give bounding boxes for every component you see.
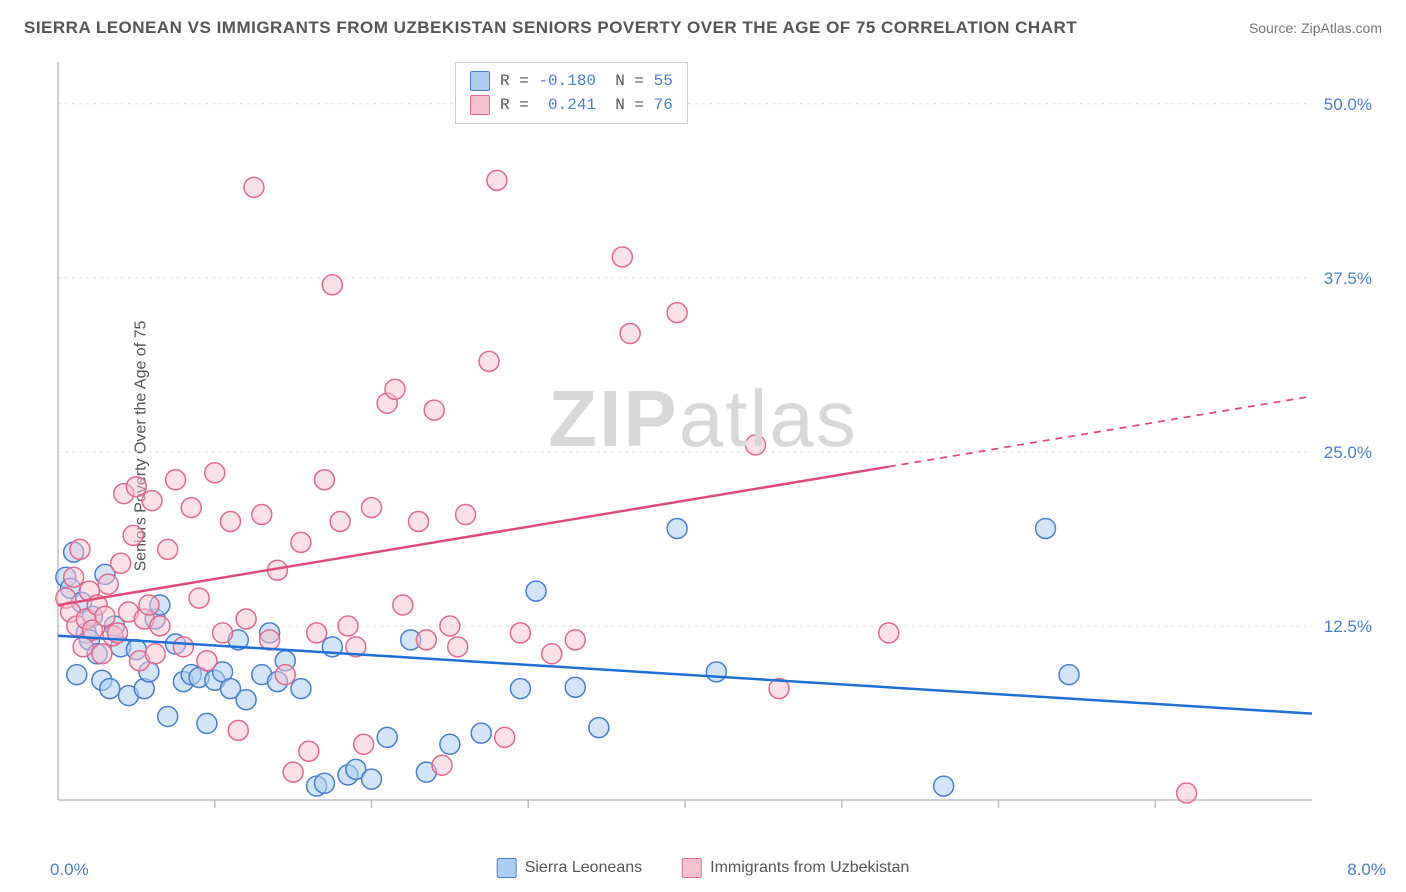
source-label: Source: ZipAtlas.com — [1249, 20, 1382, 36]
swatch-uzbek — [470, 95, 490, 115]
svg-text:12.5%: 12.5% — [1324, 617, 1372, 636]
x-max-label: 8.0% — [1347, 860, 1386, 880]
legend-swatch-sierra — [497, 858, 517, 878]
swatch-sierra — [470, 71, 490, 91]
x-origin-label: 0.0% — [50, 860, 89, 880]
correlation-row-uzbek: R = 0.241 N = 76 — [470, 93, 673, 117]
plot-area: 12.5% 25.0% 37.5% 50.0% — [52, 60, 1382, 830]
svg-text:37.5%: 37.5% — [1324, 269, 1372, 288]
series-legend: Sierra Leoneans Immigrants from Uzbekist… — [497, 858, 910, 878]
n-value-sierra: 55 — [654, 72, 673, 90]
svg-text:25.0%: 25.0% — [1324, 443, 1372, 462]
legend-swatch-uzbek — [682, 858, 702, 878]
r-value-uzbek: 0.241 — [548, 96, 596, 114]
legend-label-sierra: Sierra Leoneans — [525, 859, 642, 877]
svg-text:50.0%: 50.0% — [1324, 95, 1372, 114]
correlation-legend: R = -0.180 N = 55 R = 0.241 N = 76 — [455, 62, 688, 124]
legend-label-uzbek: Immigrants from Uzbekistan — [710, 859, 909, 877]
r-value-sierra: -0.180 — [538, 72, 596, 90]
legend-item-uzbek: Immigrants from Uzbekistan — [682, 858, 909, 878]
n-value-uzbek: 76 — [654, 96, 673, 114]
title-bar: SIERRA LEONEAN VS IMMIGRANTS FROM UZBEKI… — [24, 18, 1382, 38]
chart-svg: 12.5% 25.0% 37.5% 50.0% — [52, 60, 1382, 830]
correlation-row-sierra: R = -0.180 N = 55 — [470, 69, 673, 93]
chart-title: SIERRA LEONEAN VS IMMIGRANTS FROM UZBEKI… — [24, 18, 1077, 38]
legend-item-sierra: Sierra Leoneans — [497, 858, 642, 878]
